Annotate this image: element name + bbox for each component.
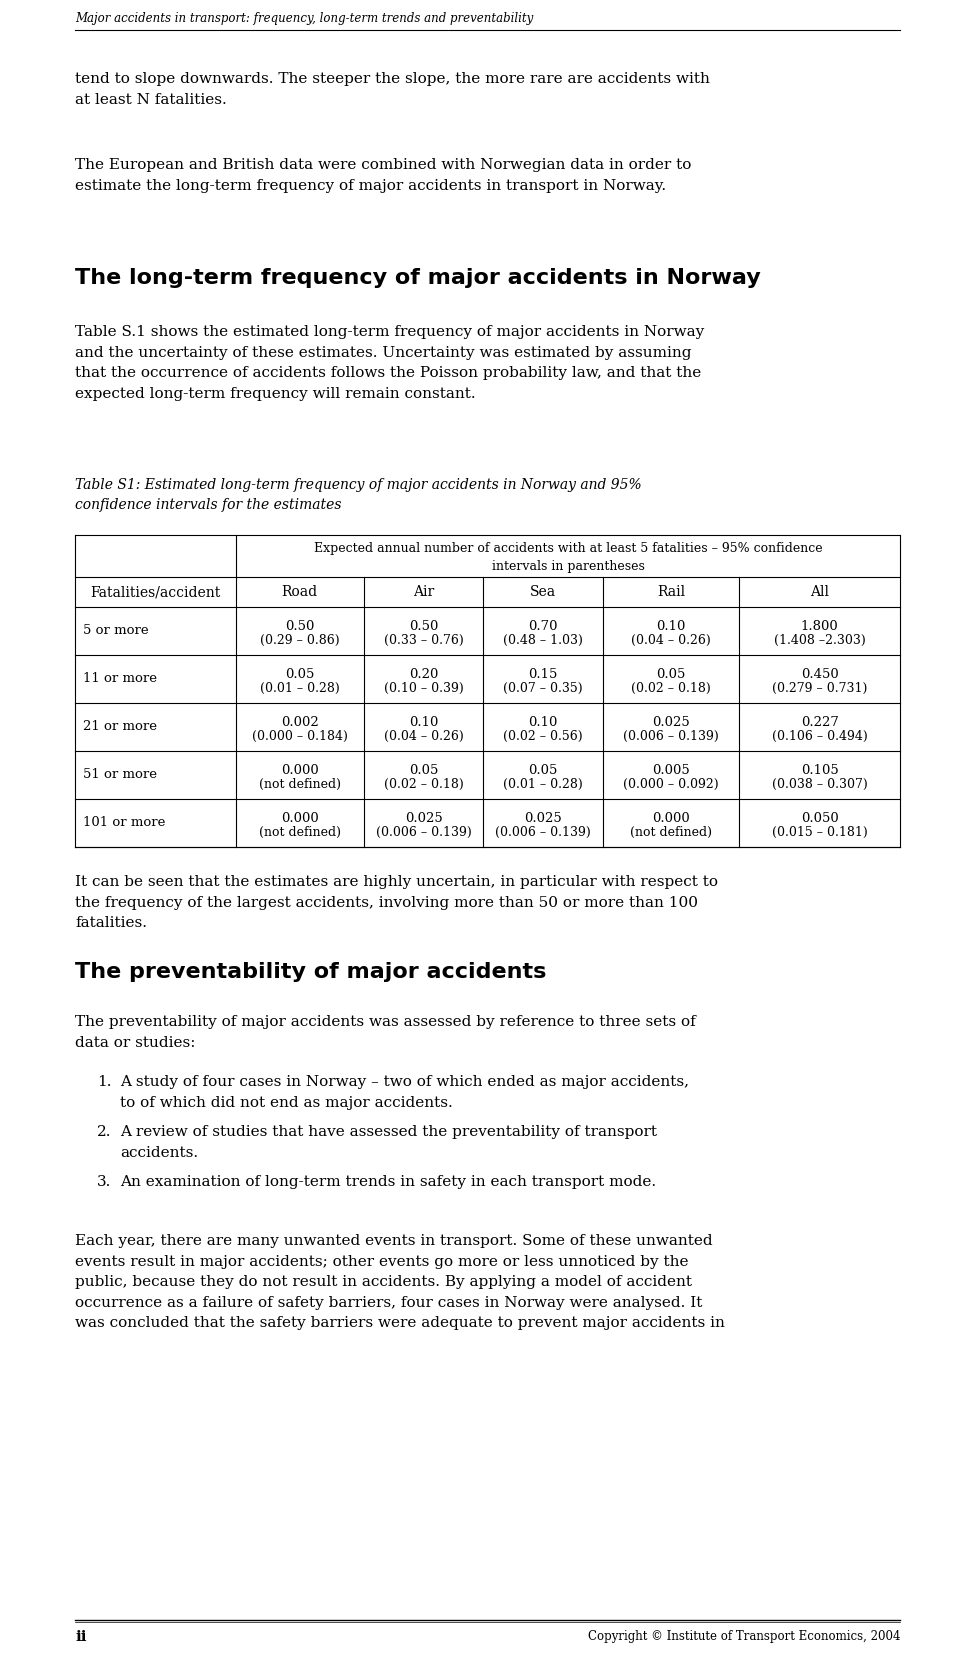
Text: Sea: Sea (530, 584, 556, 599)
Text: (not defined): (not defined) (630, 826, 712, 839)
Text: The long-term frequency of major accidents in Norway: The long-term frequency of major acciden… (75, 268, 760, 288)
Text: 0.005: 0.005 (652, 765, 690, 776)
Text: 101 or more: 101 or more (83, 816, 165, 829)
Text: It can be seen that the estimates are highly uncertain, in particular with respe: It can be seen that the estimates are hi… (75, 875, 718, 930)
Text: 3.: 3. (97, 1175, 111, 1188)
Text: 0.105: 0.105 (801, 765, 838, 776)
Text: Table S1: Estimated long-term frequency of major accidents in Norway and 95%
con: Table S1: Estimated long-term frequency … (75, 478, 641, 511)
Text: (0.006 – 0.139): (0.006 – 0.139) (495, 826, 591, 839)
Text: (0.01 – 0.28): (0.01 – 0.28) (503, 778, 583, 791)
Text: (0.279 – 0.731): (0.279 – 0.731) (772, 682, 867, 695)
Text: (0.000 – 0.092): (0.000 – 0.092) (623, 778, 719, 791)
Text: 11 or more: 11 or more (83, 672, 157, 685)
Text: (0.01 – 0.28): (0.01 – 0.28) (260, 682, 340, 695)
Text: Major accidents in transport: frequency, long-term trends and preventability: Major accidents in transport: frequency,… (75, 12, 533, 25)
Text: (0.106 – 0.494): (0.106 – 0.494) (772, 730, 868, 743)
Text: 0.05: 0.05 (285, 669, 315, 680)
Text: (0.04 – 0.26): (0.04 – 0.26) (631, 634, 711, 647)
Text: 0.05: 0.05 (409, 765, 439, 776)
Text: (0.02 – 0.56): (0.02 – 0.56) (503, 730, 583, 743)
Text: 0.10: 0.10 (409, 717, 439, 728)
Text: (0.07 – 0.35): (0.07 – 0.35) (503, 682, 583, 695)
Text: All: All (810, 584, 829, 599)
Text: Copyright © Institute of Transport Economics, 2004: Copyright © Institute of Transport Econo… (588, 1630, 900, 1643)
Text: 0.50: 0.50 (285, 621, 315, 632)
Text: 0.002: 0.002 (281, 717, 319, 728)
Text: 21 or more: 21 or more (83, 720, 157, 733)
Text: The European and British data were combined with Norwegian data in order to
esti: The European and British data were combi… (75, 157, 691, 192)
Text: (0.006 – 0.139): (0.006 – 0.139) (623, 730, 719, 743)
Text: (0.000 – 0.184): (0.000 – 0.184) (252, 730, 348, 743)
Text: tend to slope downwards. The steeper the slope, the more rare are accidents with: tend to slope downwards. The steeper the… (75, 73, 709, 106)
Text: (not defined): (not defined) (259, 778, 341, 791)
Text: 0.10: 0.10 (529, 717, 558, 728)
Text: Road: Road (281, 584, 318, 599)
Text: 0.50: 0.50 (409, 621, 439, 632)
Text: (0.33 – 0.76): (0.33 – 0.76) (384, 634, 464, 647)
Text: 0.70: 0.70 (528, 621, 558, 632)
Text: (0.29 – 0.86): (0.29 – 0.86) (260, 634, 340, 647)
Text: 0.050: 0.050 (801, 813, 838, 824)
Text: (0.10 – 0.39): (0.10 – 0.39) (384, 682, 464, 695)
Text: 0.15: 0.15 (529, 669, 558, 680)
Text: 0.025: 0.025 (524, 813, 562, 824)
Text: 0.000: 0.000 (281, 813, 319, 824)
Text: Air: Air (413, 584, 434, 599)
Text: 0.450: 0.450 (801, 669, 838, 680)
Text: The preventability of major accidents: The preventability of major accidents (75, 962, 546, 981)
Text: (0.015 – 0.181): (0.015 – 0.181) (772, 826, 868, 839)
Text: 5 or more: 5 or more (83, 624, 149, 637)
Text: 0.025: 0.025 (405, 813, 443, 824)
Text: 0.05: 0.05 (529, 765, 558, 776)
Text: 1.: 1. (97, 1076, 111, 1089)
Text: The preventability of major accidents was assessed by reference to three sets of: The preventability of major accidents wa… (75, 1015, 696, 1049)
Text: (0.48 – 1.03): (0.48 – 1.03) (503, 634, 583, 647)
Text: 0.10: 0.10 (657, 621, 685, 632)
Text: (0.038 – 0.307): (0.038 – 0.307) (772, 778, 868, 791)
Text: 0.05: 0.05 (657, 669, 685, 680)
Text: 1.800: 1.800 (801, 621, 838, 632)
Text: (not defined): (not defined) (259, 826, 341, 839)
Text: An examination of long-term trends in safety in each transport mode.: An examination of long-term trends in sa… (120, 1175, 656, 1188)
Text: (0.02 – 0.18): (0.02 – 0.18) (631, 682, 711, 695)
Text: (1.408 –2.303): (1.408 –2.303) (774, 634, 865, 647)
Text: (0.006 – 0.139): (0.006 – 0.139) (375, 826, 471, 839)
Text: 0.227: 0.227 (801, 717, 838, 728)
Text: 0.20: 0.20 (409, 669, 439, 680)
Text: 51 or more: 51 or more (83, 768, 157, 781)
Text: ii: ii (75, 1630, 86, 1643)
Text: Each year, there are many unwanted events in transport. Some of these unwanted
e: Each year, there are many unwanted event… (75, 1235, 725, 1331)
Text: 0.000: 0.000 (281, 765, 319, 776)
Text: (0.02 – 0.18): (0.02 – 0.18) (384, 778, 464, 791)
Text: Fatalities/accident: Fatalities/accident (90, 584, 221, 599)
Text: 0.000: 0.000 (652, 813, 690, 824)
Text: 2.: 2. (97, 1125, 111, 1139)
Text: Expected annual number of accidents with at least 5 fatalities – 95% confidence
: Expected annual number of accidents with… (314, 541, 823, 573)
Text: 0.025: 0.025 (652, 717, 690, 728)
Text: A study of four cases in Norway – two of which ended as major accidents,
to of w: A study of four cases in Norway – two of… (120, 1076, 689, 1109)
Text: Table S.1 shows the estimated long-term frequency of major accidents in Norway
a: Table S.1 shows the estimated long-term … (75, 324, 705, 401)
Text: (0.04 – 0.26): (0.04 – 0.26) (384, 730, 464, 743)
Text: Rail: Rail (657, 584, 685, 599)
Text: A review of studies that have assessed the preventability of transport
accidents: A review of studies that have assessed t… (120, 1125, 657, 1160)
